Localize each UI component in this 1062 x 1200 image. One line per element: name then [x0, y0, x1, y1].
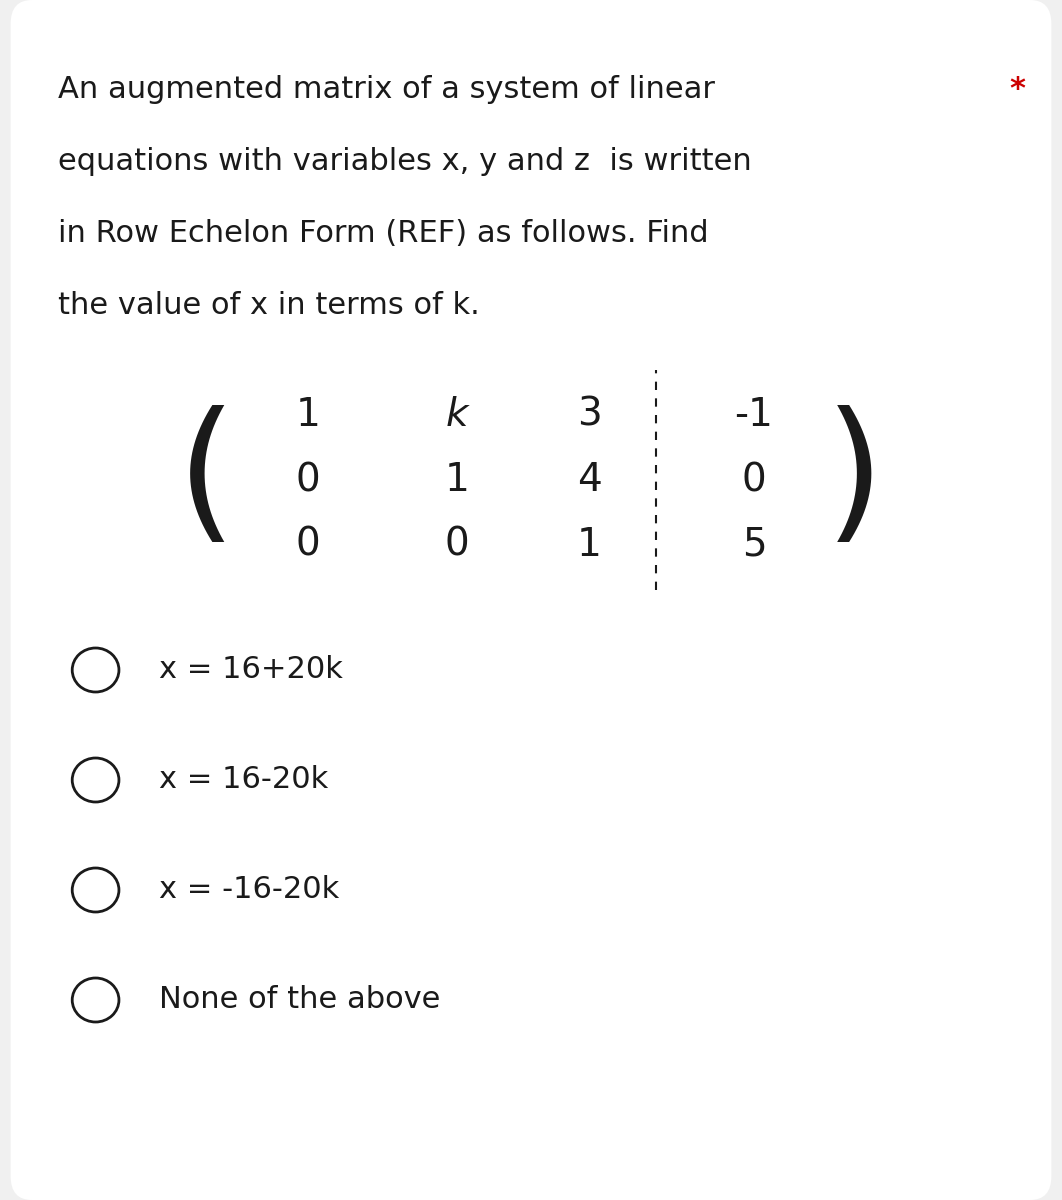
Text: *: *	[1009, 74, 1025, 104]
Text: An augmented matrix of a system of linear: An augmented matrix of a system of linea…	[58, 74, 716, 104]
Text: 0: 0	[295, 461, 321, 499]
Text: ): )	[825, 406, 885, 554]
Text: k: k	[445, 396, 468, 434]
Text: 4: 4	[577, 461, 602, 499]
Text: 3: 3	[577, 396, 602, 434]
Text: in Row Echelon Form (REF) as follows. Find: in Row Echelon Form (REF) as follows. Fi…	[58, 218, 709, 248]
Text: the value of x in terms of k.: the value of x in terms of k.	[58, 290, 480, 320]
Text: -1: -1	[735, 396, 773, 434]
Text: 0: 0	[741, 461, 767, 499]
Text: 1: 1	[577, 526, 602, 564]
Text: (: (	[177, 406, 237, 554]
Text: equations with variables x, y and z  is written: equations with variables x, y and z is w…	[58, 146, 752, 176]
Text: 0: 0	[444, 526, 469, 564]
Text: x = -16-20k: x = -16-20k	[159, 876, 340, 905]
Text: 0: 0	[295, 526, 321, 564]
Text: 5: 5	[741, 526, 767, 564]
Text: 1: 1	[444, 461, 469, 499]
Text: None of the above: None of the above	[159, 985, 441, 1014]
Text: x = 16-20k: x = 16-20k	[159, 766, 328, 794]
Text: x = 16+20k: x = 16+20k	[159, 655, 343, 684]
Text: 1: 1	[295, 396, 321, 434]
